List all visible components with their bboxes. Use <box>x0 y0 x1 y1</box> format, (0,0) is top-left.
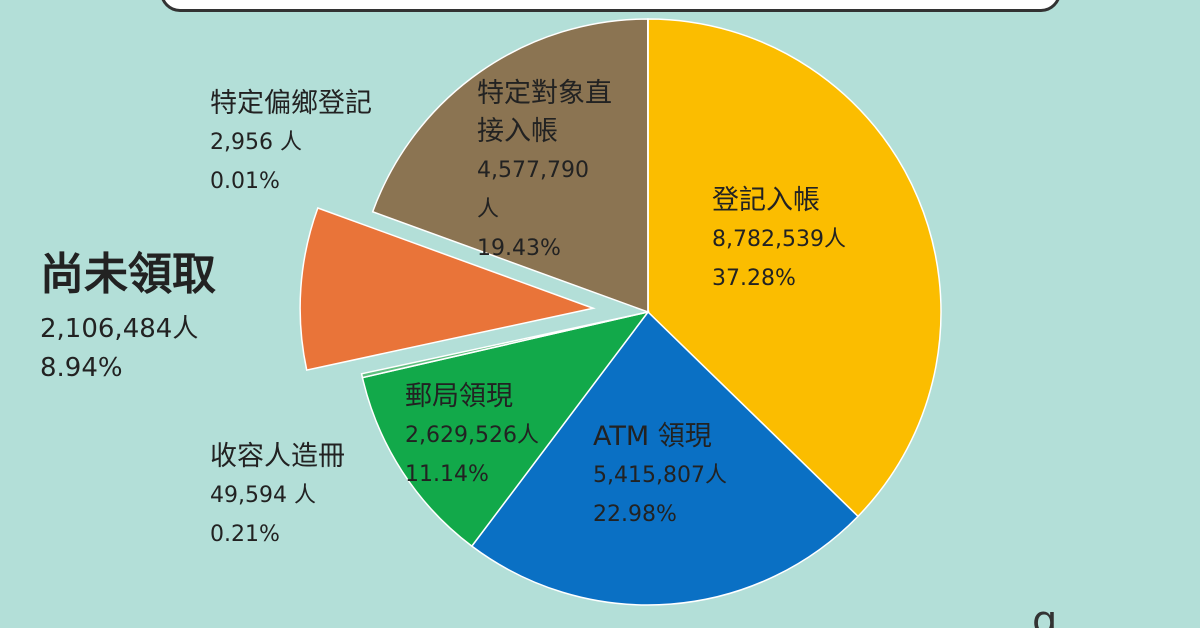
slice-percent: 22.98% <box>593 502 677 527</box>
slice-label: 登記入帳 8,782,539人 37.28% <box>712 182 912 298</box>
slice-name: 登記入帳 <box>712 185 820 216</box>
pie-slice <box>299 207 596 371</box>
slice-label: 尚未領取 2,106,484人 8.94% <box>40 240 340 388</box>
slice-count: 49,594 人 <box>210 483 316 508</box>
slice-percent: 0.01% <box>210 169 280 194</box>
slice-count: 2,106,484人 <box>40 314 199 344</box>
pie-slice <box>371 18 649 314</box>
slice-percent: 19.43% <box>477 236 561 261</box>
slice-percent: 8.94% <box>40 353 123 383</box>
slice-count: 8,782,539人 <box>712 227 846 252</box>
pie-slice <box>647 18 942 518</box>
slice-count: 5,415,807人 <box>593 463 727 488</box>
slice-label: 收容人造冊 49,594 人 0.21% <box>210 438 410 554</box>
slice-label: 郵局領現 2,629,526人 11.14% <box>405 378 595 494</box>
slice-name: 特定對象直接入帳 <box>477 78 612 147</box>
pie-slice <box>470 310 860 606</box>
slice-count: 2,629,526人 <box>405 423 539 448</box>
slice-name: 特定偏鄉登記 <box>210 88 372 119</box>
slice-name: 收容人造冊 <box>210 441 345 472</box>
slice-label: 特定偏鄉登記 2,956 人 0.01% <box>210 85 430 201</box>
slice-count: 4,577,790 人 <box>477 158 589 222</box>
slice-count: 2,956 人 <box>210 130 302 155</box>
slice-label: 特定對象直接入帳 4,577,790 人 19.43% <box>477 75 617 268</box>
slice-name: 郵局領現 <box>405 381 513 412</box>
logo: g <box>1032 598 1058 628</box>
slice-name: ATM 領現 <box>593 421 712 452</box>
slice-label: ATM 領現 5,415,807人 22.98% <box>593 418 793 534</box>
pie-slice <box>360 311 649 379</box>
slice-percent: 0.21% <box>210 522 280 547</box>
slice-percent: 11.14% <box>405 462 489 487</box>
slice-percent: 37.28% <box>712 266 796 291</box>
slice-name: 尚未領取 <box>40 249 216 300</box>
pie-slice <box>361 310 650 548</box>
